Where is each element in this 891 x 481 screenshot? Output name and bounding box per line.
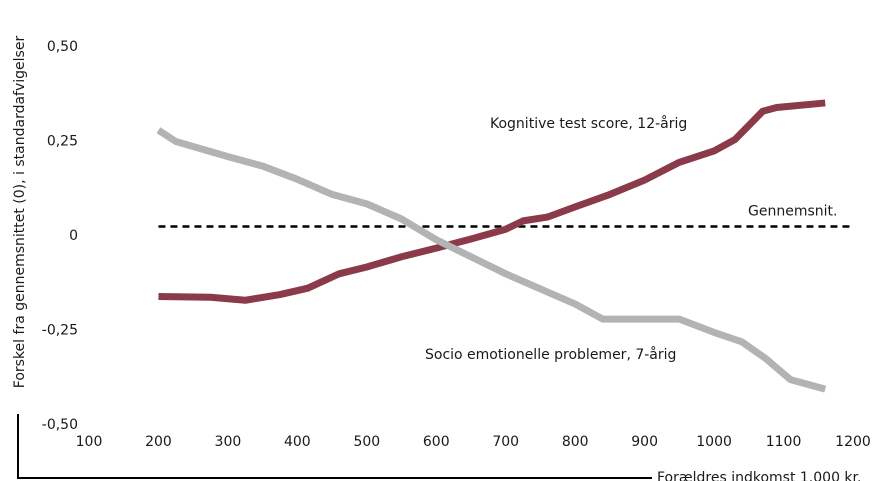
series-label: Kognitive test score, 12-årig: [490, 115, 687, 132]
x-tick-label: 1200: [835, 434, 871, 450]
y-axis-label: Forskel fra gennemsnittet (0), i standar…: [12, 36, 28, 389]
series-line: [156, 127, 827, 393]
x-tick-label: 1100: [766, 434, 802, 450]
x-tick-label: 1000: [696, 434, 732, 450]
y-tick-label: 0: [69, 228, 78, 244]
x-tick-label: 300: [215, 434, 242, 450]
x-tick-label: 400: [284, 434, 311, 450]
x-axis-label: Forældres indkomst 1.000 kr.: [657, 470, 861, 481]
x-tick-label: 500: [353, 434, 380, 450]
x-tick-label: 700: [492, 434, 519, 450]
y-tick-label: 0,50: [47, 39, 78, 55]
x-tick-label: 600: [423, 434, 450, 450]
y-tick-label: -0,25: [42, 323, 78, 339]
reference-label: Gennemsnit.: [748, 204, 837, 220]
y-tick-label: -0,50: [42, 417, 78, 433]
x-tick-label: 800: [562, 434, 589, 450]
x-tick-label: 100: [76, 434, 103, 450]
series-line: [158, 99, 826, 304]
series-label: Socio emotionelle problemer, 7-årig: [425, 346, 676, 363]
y-tick-label: 0,25: [47, 134, 78, 150]
x-tick-label: 200: [145, 434, 172, 450]
x-tick-label: 900: [631, 434, 658, 450]
